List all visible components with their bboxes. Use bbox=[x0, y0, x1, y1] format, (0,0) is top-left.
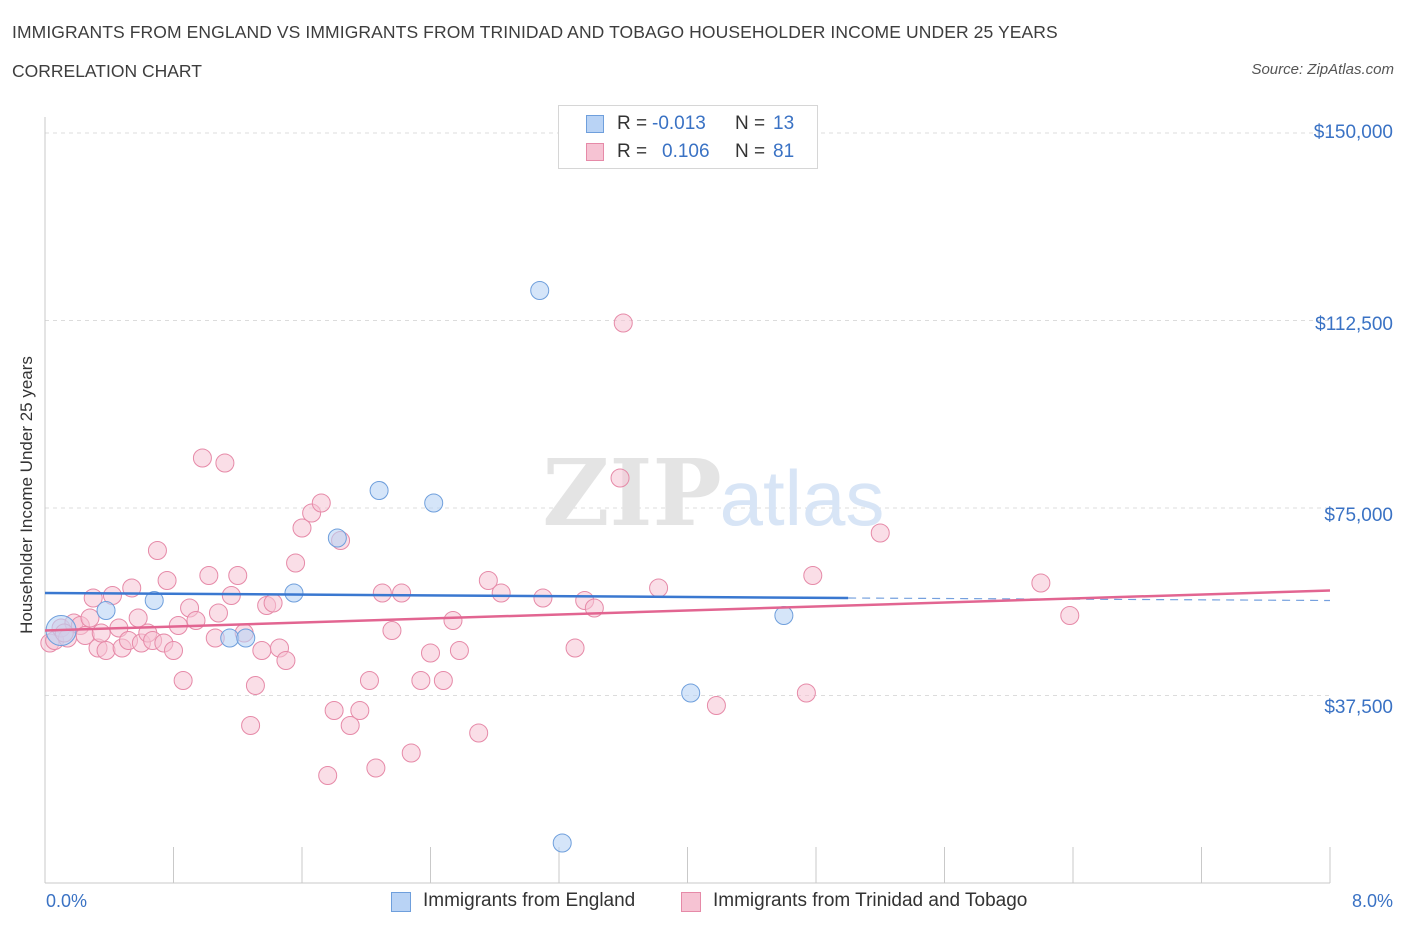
point-trinidad-tobago bbox=[340, 716, 360, 735]
point-england bbox=[552, 833, 572, 853]
point-trinidad-tobago bbox=[1031, 573, 1051, 593]
trinidad-tobago-swatch bbox=[586, 143, 604, 161]
watermark-atlas: atlas bbox=[720, 454, 885, 542]
point-england bbox=[369, 481, 389, 500]
point-trinidad-tobago bbox=[245, 676, 265, 695]
stats-legend: R = -0.013 N = 13 R = 0.106 N = 81 bbox=[558, 105, 818, 169]
r-value: 0.106 bbox=[662, 141, 710, 162]
y-axis-label: Householder Income Under 25 years bbox=[17, 356, 36, 634]
point-trinidad-tobago bbox=[392, 583, 412, 603]
point-england bbox=[220, 628, 240, 648]
point-england bbox=[774, 606, 794, 625]
point-england bbox=[96, 601, 116, 620]
point-trinidad-tobago bbox=[241, 716, 261, 735]
chart-subtitle: CORRELATION CHART bbox=[12, 61, 202, 81]
point-trinidad-tobago bbox=[208, 603, 228, 623]
point-england bbox=[144, 591, 164, 610]
point-trinidad-tobago bbox=[610, 468, 630, 488]
point-england bbox=[530, 281, 550, 300]
legend-label: Immigrants from England bbox=[423, 890, 636, 911]
point-trinidad-tobago bbox=[443, 611, 463, 630]
point-trinidad-tobago bbox=[533, 588, 553, 608]
point-trinidad-tobago bbox=[221, 586, 241, 605]
point-england bbox=[424, 493, 444, 513]
point-trinidad-tobago bbox=[324, 701, 344, 720]
point-trinidad-tobago bbox=[469, 723, 489, 743]
point-trinidad-tobago bbox=[565, 638, 585, 658]
point-trinidad-tobago bbox=[263, 593, 283, 613]
trend-england bbox=[44, 591, 849, 600]
point-england bbox=[681, 683, 701, 703]
x-axis-max-label: 8.0% bbox=[1351, 891, 1393, 911]
point-england bbox=[327, 528, 347, 548]
trend-lines bbox=[44, 589, 1331, 632]
series-trinidad-tobago-points bbox=[40, 313, 1080, 785]
point-trinidad-tobago bbox=[147, 541, 167, 560]
y-tick-75000: $75,000 bbox=[1324, 505, 1393, 526]
trend-trinidad-tobago bbox=[44, 589, 1331, 632]
point-trinidad-tobago bbox=[276, 651, 296, 670]
point-trinidad-tobago bbox=[199, 566, 219, 585]
point-trinidad-tobago bbox=[491, 583, 511, 603]
stats-row-england: R = -0.013 N = 13 bbox=[559, 111, 817, 139]
point-trinidad-tobago bbox=[449, 641, 469, 660]
stats-row-trinidad-tobago: R = 0.106 N = 81 bbox=[559, 139, 817, 167]
n-value: 13 bbox=[773, 113, 795, 134]
point-england bbox=[284, 583, 304, 603]
point-trinidad-tobago bbox=[382, 621, 402, 640]
watermark-zip: ZIP bbox=[542, 439, 721, 547]
point-trinidad-tobago bbox=[796, 683, 816, 703]
england-swatch bbox=[391, 892, 411, 912]
point-trinidad-tobago bbox=[359, 671, 379, 690]
y-tick-112500: $112,500 bbox=[1315, 314, 1393, 335]
point-trinidad-tobago bbox=[1060, 606, 1080, 625]
watermark: ZIP atlas bbox=[542, 439, 884, 547]
point-england bbox=[236, 628, 256, 648]
point-trinidad-tobago bbox=[478, 571, 498, 590]
x-axis-min-label: 0.0% bbox=[46, 891, 88, 911]
point-trinidad-tobago bbox=[157, 571, 177, 590]
point-trinidad-tobago bbox=[350, 701, 370, 720]
point-trinidad-tobago bbox=[173, 671, 193, 690]
point-trinidad-tobago bbox=[228, 566, 248, 585]
point-trinidad-tobago bbox=[311, 493, 331, 513]
point-trinidad-tobago bbox=[318, 766, 338, 785]
point-trinidad-tobago bbox=[96, 641, 116, 660]
point-trinidad-tobago bbox=[433, 671, 453, 690]
point-trinidad-tobago bbox=[91, 623, 111, 643]
axes bbox=[44, 117, 1331, 884]
point-trinidad-tobago bbox=[286, 553, 306, 573]
point-trinidad-tobago bbox=[292, 518, 312, 538]
r-label: R = bbox=[617, 113, 648, 134]
trinidad-tobago-swatch bbox=[681, 892, 701, 912]
point-trinidad-tobago bbox=[649, 578, 669, 598]
source-label: Source: ZipAtlas.com bbox=[1251, 61, 1394, 78]
point-trinidad-tobago bbox=[411, 671, 431, 690]
point-trinidad-tobago bbox=[252, 641, 272, 660]
point-trinidad-tobago bbox=[372, 583, 392, 603]
n-value: 81 bbox=[773, 141, 795, 162]
point-trinidad-tobago bbox=[164, 641, 183, 660]
point-trinidad-tobago bbox=[803, 566, 823, 585]
n-label: N = bbox=[735, 113, 766, 134]
point-trinidad-tobago bbox=[401, 743, 421, 763]
point-trinidad-tobago bbox=[192, 448, 212, 468]
r-label: R = bbox=[617, 141, 648, 162]
england-swatch bbox=[586, 115, 604, 133]
point-trinidad-tobago bbox=[80, 608, 100, 628]
y-tick-37500: $37,500 bbox=[1324, 697, 1393, 718]
point-trinidad-tobago bbox=[366, 758, 386, 778]
point-trinidad-tobago bbox=[421, 643, 440, 663]
y-tick-150000: $150,000 bbox=[1313, 122, 1393, 143]
n-label: N = bbox=[735, 141, 766, 162]
legend-label: Immigrants from Trinidad and Tobago bbox=[713, 890, 1028, 911]
point-trinidad-tobago bbox=[613, 313, 633, 333]
r-value: -0.013 bbox=[652, 113, 706, 134]
point-trinidad-tobago bbox=[706, 696, 726, 715]
point-trinidad-tobago bbox=[215, 453, 235, 473]
series-england-points bbox=[45, 281, 794, 853]
chart-title: IMMIGRANTS FROM ENGLAND VS IMMIGRANTS FR… bbox=[12, 22, 1058, 42]
point-trinidad-tobago bbox=[870, 523, 890, 543]
